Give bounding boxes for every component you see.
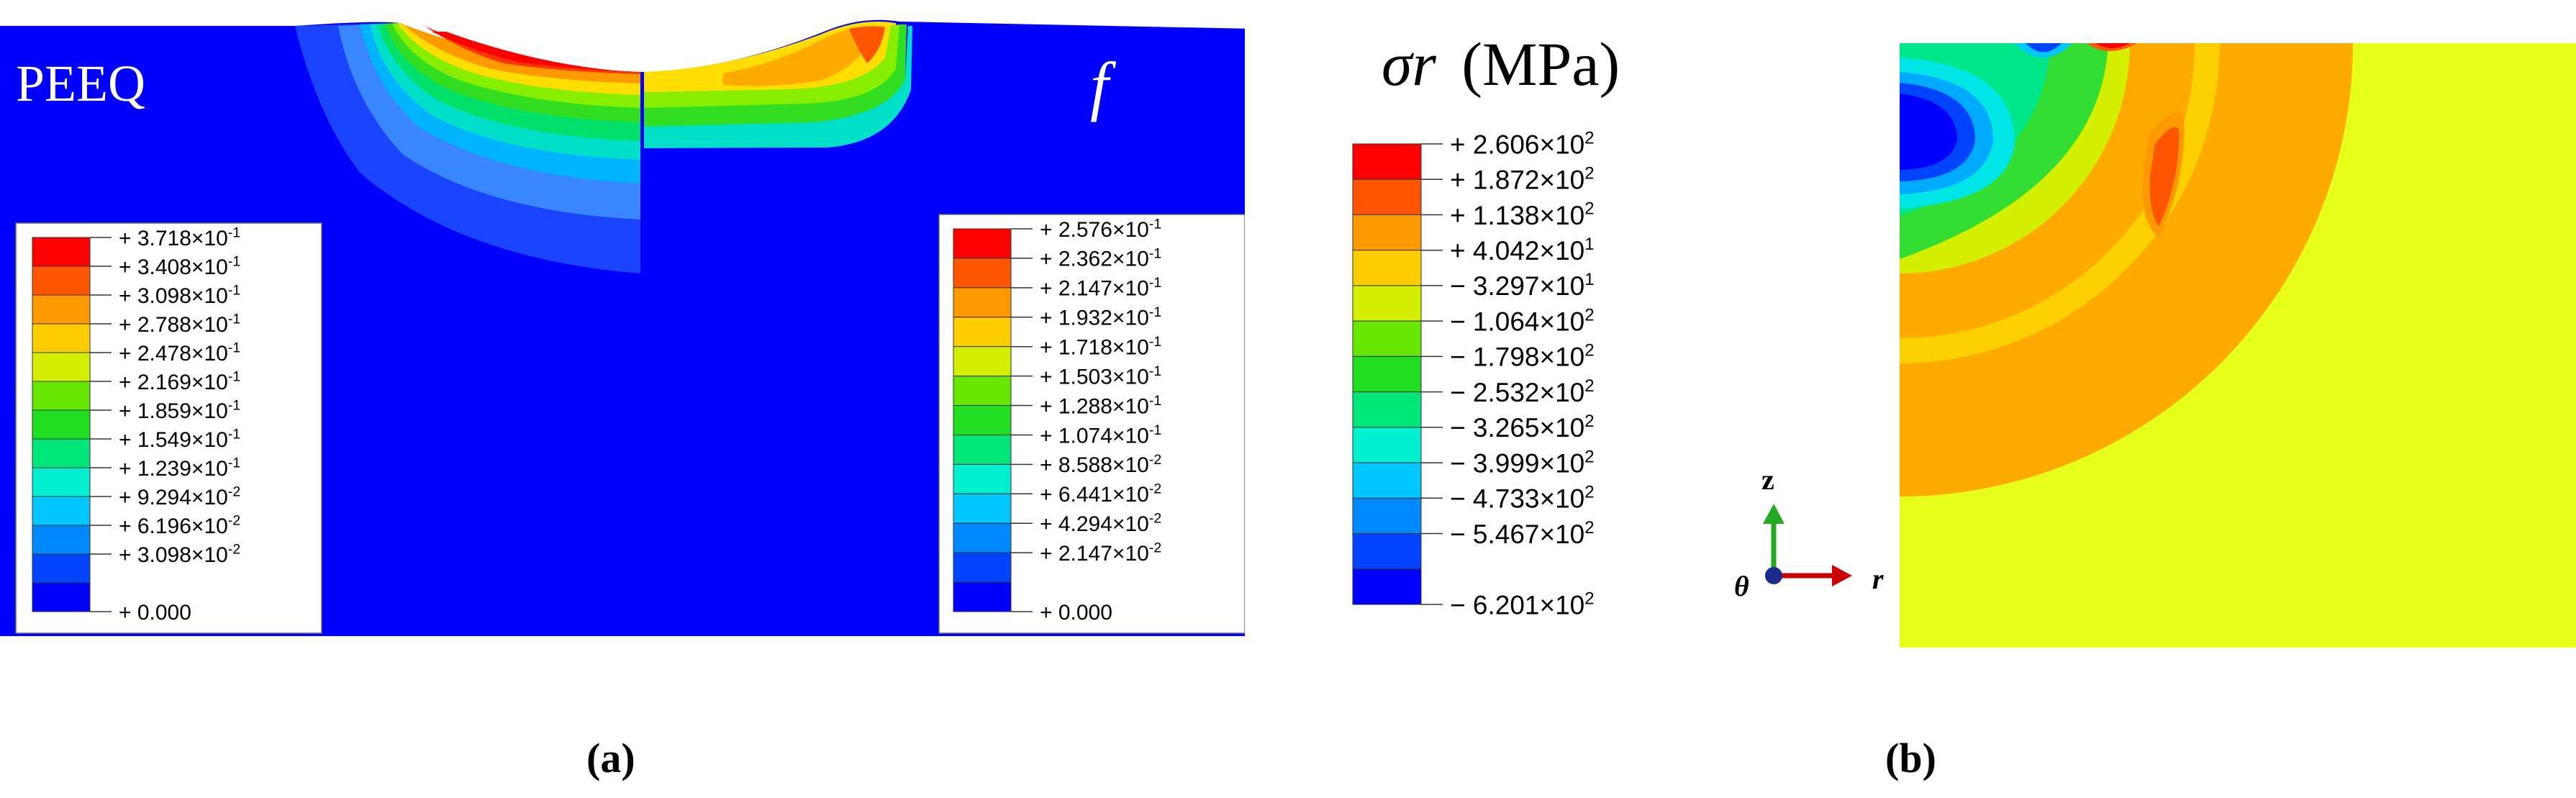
legend-label: + 3.408×10-1	[119, 253, 240, 278]
legend-label: + 1.074×10-1	[1040, 422, 1161, 448]
legend-label: + 1.288×10-1	[1040, 393, 1161, 418]
legend-label: + 1.239×10-1	[119, 455, 240, 480]
legend-label: − 3.265×102	[1450, 412, 1595, 443]
legend-swatch	[1352, 462, 1422, 499]
legend-swatch	[953, 405, 1012, 435]
panel-b: σr (MPa) + 2.606×102 + 1.872×102 + 1.138×1…	[1324, 0, 2576, 648]
coordinate-triad: z r θ	[1734, 463, 1884, 602]
legend-label: − 6.201×102	[1450, 589, 1595, 620]
panel-a: + 3.718×10-1 + 3.408×10-1 + 3.098×10-1 + 2.…	[0, 0, 1252, 648]
legend-label: + 4.294×10-2	[1040, 511, 1161, 536]
legend-swatch	[953, 258, 1012, 289]
legend-label: + 0.000	[1040, 601, 1112, 625]
axis-z-label: z	[1761, 463, 1774, 496]
legend-swatch	[1352, 568, 1422, 605]
legend-swatch	[1352, 355, 1422, 393]
legend-swatch	[953, 376, 1012, 407]
legend-label: + 3.098×10-1	[119, 282, 240, 307]
legend-swatch	[32, 409, 91, 440]
legend-swatch	[953, 463, 1012, 494]
peeq-contour-bands	[295, 23, 640, 273]
legend-label: − 4.733×102	[1450, 483, 1595, 514]
legend-label: + 2.606×102	[1450, 128, 1595, 159]
legend-swatch	[1352, 250, 1422, 286]
legend-label: + 1.503×10-1	[1040, 363, 1161, 389]
legend-swatch	[953, 346, 1012, 377]
legend-swatch	[953, 552, 1012, 583]
legend-swatch	[953, 434, 1012, 465]
sigma-r-unit: (MPa)	[1461, 30, 1620, 99]
sigma-r-title: σr (MPa)	[1382, 30, 1620, 99]
legend-swatch	[1352, 320, 1422, 357]
legend-swatch	[1352, 178, 1422, 215]
panel-b-figure: σr (MPa) + 2.606×102 + 1.872×102 + 1.138×1…	[1352, 30, 2576, 648]
legend-label: + 2.788×10-1	[119, 311, 240, 336]
legend-swatch	[32, 438, 91, 468]
legend-label: + 6.441×10-2	[1040, 481, 1161, 507]
legend-swatch	[953, 228, 1012, 259]
legend-swatch	[32, 496, 91, 526]
legend-label: + 0.000	[119, 601, 191, 625]
legend-swatch	[32, 323, 91, 353]
legend-label: − 2.532×102	[1450, 376, 1595, 407]
legend-label: + 3.098×10-2	[119, 541, 240, 566]
axis-theta-label: θ	[1734, 570, 1749, 602]
panel-a-contour: + 3.718×10-1 + 3.408×10-1 + 3.098×10-1 + 2.…	[0, 19, 1252, 636]
legend-label: + 9.294×10-2	[119, 484, 240, 509]
legend-label: + 1.549×10-1	[119, 426, 240, 451]
legend-swatch	[32, 582, 91, 612]
legend-swatch	[32, 525, 91, 555]
legend-swatch	[32, 294, 91, 325]
legend-swatch	[32, 266, 91, 296]
f-legend: + 2.576×10-1 + 2.362×10-1 + 2.147×10-1 + 1.…	[953, 216, 1161, 625]
peeq-legend: + 3.718×10-1 + 3.408×10-1 + 3.098×10-1 + 2.…	[32, 225, 240, 625]
caption-a: (a)	[586, 735, 635, 781]
legend-swatch	[953, 287, 1012, 318]
legend-swatch	[32, 553, 91, 584]
legend-label: + 2.147×10-2	[1040, 540, 1161, 566]
legend-label: − 1.064×102	[1450, 305, 1595, 336]
legend-swatch	[953, 317, 1012, 348]
sigma-r-legend: + 2.606×102 + 1.872×102 + 1.138×102 + 4.042…	[1352, 128, 1595, 620]
peeq-label: PEEQ	[16, 55, 145, 112]
legend-swatch	[953, 522, 1012, 553]
legend-label: + 3.718×10-1	[119, 225, 240, 250]
legend-swatch	[953, 581, 1012, 612]
legend-label: + 2.478×10-1	[119, 340, 240, 365]
legend-label: + 2.362×10-1	[1040, 245, 1161, 271]
legend-label: + 1.859×10-1	[119, 397, 240, 422]
legend-swatch	[953, 493, 1012, 524]
legend-swatch	[1352, 533, 1422, 570]
axis-r-label: r	[1872, 563, 1884, 595]
legend-label: + 1.932×10-1	[1040, 304, 1161, 330]
legend-label: − 1.798×102	[1450, 341, 1595, 372]
legend-label: − 3.297×101	[1450, 270, 1595, 301]
caption-b: (b)	[1885, 735, 1936, 781]
legend-label: + 2.147×10-1	[1040, 275, 1161, 300]
legend-swatch	[32, 381, 91, 411]
legend-swatch	[32, 237, 91, 267]
legend-label: + 2.576×10-1	[1040, 216, 1161, 241]
legend-label: + 2.169×10-1	[119, 368, 240, 394]
legend-label: + 8.588×10-2	[1040, 452, 1161, 477]
sigma-r-symbol: σr	[1382, 30, 1436, 99]
legend-label: + 1.872×102	[1450, 163, 1595, 194]
sigma-r-contour	[1900, 43, 2576, 648]
legend-label: + 6.196×10-2	[119, 512, 240, 538]
legend-swatch	[1352, 214, 1422, 251]
legend-label: − 5.467×102	[1450, 518, 1595, 549]
legend-label: + 1.138×102	[1450, 199, 1595, 230]
legend-swatch	[1352, 427, 1422, 463]
legend-swatch	[32, 352, 91, 382]
f-contour-bands	[644, 22, 912, 148]
legend-swatch	[1352, 285, 1422, 322]
legend-label: + 4.042×101	[1450, 235, 1595, 266]
legend-swatch	[32, 467, 91, 497]
legend-label: + 1.718×10-1	[1040, 334, 1161, 359]
legend-swatch	[1352, 143, 1422, 180]
legend-swatch	[1352, 497, 1422, 535]
legend-label: − 3.999×102	[1450, 447, 1595, 478]
legend-swatch	[1352, 391, 1422, 428]
